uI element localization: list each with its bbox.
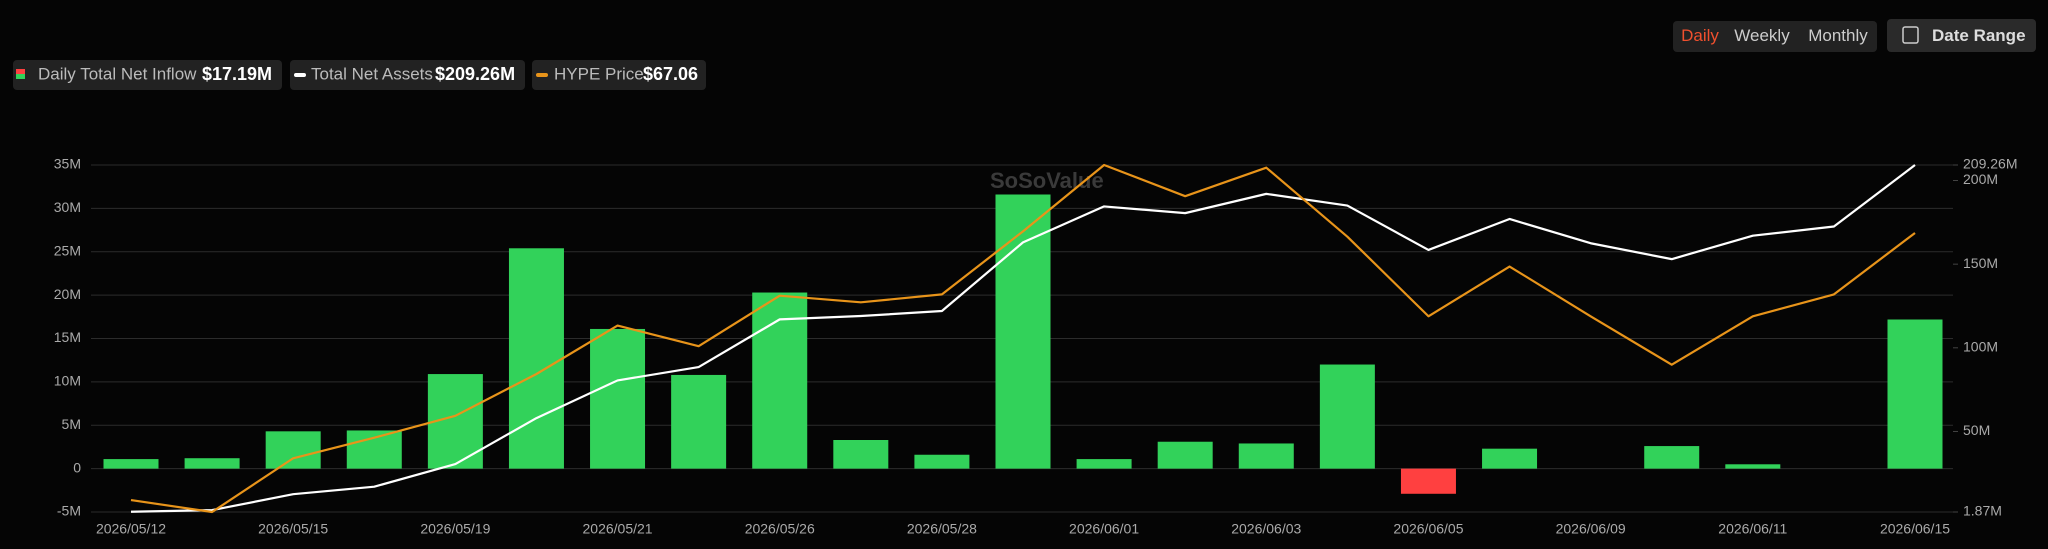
bar	[671, 374, 727, 469]
calendar-icon	[1902, 26, 1919, 44]
date-range-button[interactable]	[1887, 19, 2036, 52]
y-tick-label: 0	[73, 459, 81, 475]
bar	[752, 292, 808, 469]
x-tick-label: 2026/05/15	[258, 521, 328, 537]
bar	[1238, 443, 1294, 469]
legend-label: Total Net Assets	[311, 64, 433, 83]
x-tick-label: 2026/06/11	[1718, 521, 1787, 537]
period-button[interactable]: Monthly	[1808, 26, 1868, 45]
legend-value: $17.19M	[202, 64, 272, 84]
y-tick-label: 20M	[54, 286, 81, 302]
legend-box	[290, 60, 525, 90]
bar	[1319, 364, 1375, 469]
legend-icon	[16, 74, 25, 79]
line	[130, 164, 1916, 513]
bar	[1644, 446, 1700, 469]
bar	[508, 248, 564, 469]
x-tick-label: 2026/05/26	[745, 521, 815, 537]
x-tick-label: 2026/05/19	[420, 521, 490, 537]
y-tick-label: 30M	[54, 199, 81, 215]
y-tick-label: 35M	[54, 156, 81, 172]
legend-box	[532, 60, 706, 90]
legend-icon	[294, 73, 306, 77]
bar	[914, 454, 970, 469]
x-tick-label: 2026/06/05	[1393, 521, 1463, 537]
y-tick-label: 5M	[62, 416, 81, 432]
y2-tick-label: 150M	[1963, 255, 1998, 271]
bar	[1725, 464, 1781, 469]
x-tick-label: 2026/06/15	[1880, 521, 1950, 537]
y2-tick-label: 100M	[1963, 339, 1998, 355]
legend-label: HYPE Price	[554, 64, 644, 83]
y2-tick-label: 50M	[1963, 422, 1990, 438]
y-tick-label: 25M	[54, 242, 81, 258]
x-tick-label: 2026/05/12	[96, 521, 166, 537]
bar	[1076, 459, 1132, 469]
bar	[184, 458, 240, 469]
y-tick-label: -5M	[57, 503, 81, 519]
y-tick-label: 15M	[54, 329, 81, 345]
bar	[995, 194, 1051, 469]
x-tick-label: 2026/06/09	[1556, 521, 1626, 537]
legend-box	[13, 60, 282, 90]
legend-icon	[536, 73, 548, 77]
bar	[346, 430, 402, 469]
bar	[265, 431, 321, 469]
y2-tick-label: 1.87M	[1963, 503, 2002, 519]
bar	[590, 328, 646, 469]
legend-value: $67.06	[643, 64, 698, 84]
period-button[interactable]: Daily	[1681, 26, 1719, 45]
x-tick-label: 2026/06/01	[1069, 521, 1139, 537]
x-tick-label: 2026/05/21	[583, 521, 653, 537]
bar	[1400, 468, 1456, 494]
y2-tick-label: 209.26M	[1963, 156, 2017, 172]
legend-label: Daily Total Net Inflow	[38, 64, 197, 83]
bar	[103, 459, 159, 469]
period-button[interactable]: Weekly	[1734, 26, 1790, 45]
bar	[1482, 448, 1538, 469]
period-group	[1673, 21, 1877, 52]
bar	[833, 439, 889, 469]
legend-icon	[16, 69, 25, 74]
line	[130, 163, 1916, 514]
y2-tick-label: 200M	[1963, 171, 1998, 187]
x-tick-label: 2026/06/03	[1231, 521, 1301, 537]
legend-value: $209.26M	[435, 64, 515, 84]
date-range-label[interactable]: Date Range	[1932, 26, 2026, 45]
bar	[1887, 319, 1943, 469]
bar	[1157, 441, 1213, 469]
x-tick-label: 2026/05/28	[907, 521, 977, 537]
y-tick-label: 10M	[54, 373, 81, 389]
